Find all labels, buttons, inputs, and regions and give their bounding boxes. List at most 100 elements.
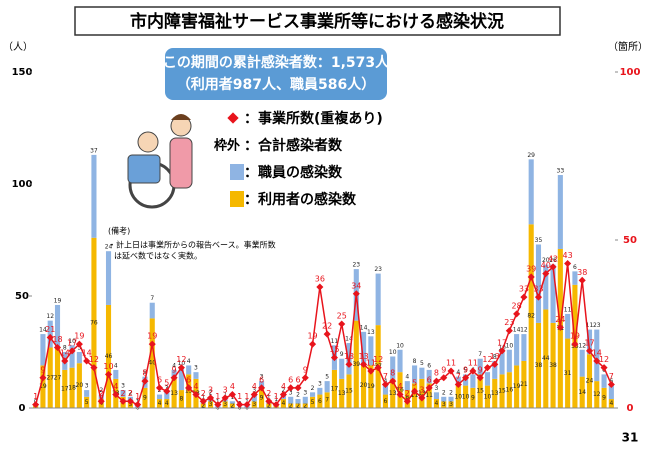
data-label: 9 [172,365,177,374]
line-marker [505,327,513,335]
bar-segment [178,367,184,391]
illustration [127,114,193,209]
data-label: 7 [609,372,614,381]
data-label: 13 [367,329,375,336]
bar-segment [426,369,432,384]
data-label: 17 [67,338,77,347]
data-label: 23 [504,318,514,327]
data-label: 5 [325,374,329,381]
line-marker [411,387,419,395]
data-label: 8 [142,369,147,378]
bar-segment [76,352,82,364]
bar-segment [91,237,97,408]
data-label: 1 [267,394,271,401]
data-label: 4 [282,400,286,407]
data-label: 1 [244,392,249,401]
bar-segment [543,309,549,408]
data-label: 5 [77,345,81,352]
data-label: 4 [252,382,257,391]
data-label: 33 [533,285,543,294]
data-label: 14 [345,336,353,343]
bar-segment [375,273,381,326]
data-label: 10 [68,338,76,345]
data-label: 2 [311,385,315,392]
data-label: 1 [237,392,242,401]
data-label: 5 [311,399,315,406]
data-label: 33 [557,168,565,175]
data-label: 3 [442,401,446,408]
bar-segment [317,387,323,395]
data-label: 1 [33,392,38,401]
data-label: 3 [289,389,293,396]
data-label: 13 [170,390,178,397]
bar-segment [295,399,301,404]
legend-swatch [230,191,244,207]
data-label: 21 [520,381,528,388]
bar-segment [601,374,607,388]
bar-segment [98,394,104,400]
bar-segment [339,378,345,408]
data-label: 9 [478,365,483,374]
bar-segment [164,399,170,408]
data-label: 6 [318,398,322,405]
data-label: 4 [281,382,286,391]
data-label: 17 [331,385,339,392]
data-label: 1 [135,392,140,401]
data-label: 3 [318,380,322,387]
data-label: 9 [463,365,468,374]
line-marker [294,384,302,392]
data-label: 4 [435,400,439,407]
line-marker [250,391,258,399]
plot: 1019142712271917818102055376374246241345… [32,147,615,412]
data-label: 23 [374,266,382,273]
line-marker [527,273,535,281]
bar-segment [353,320,359,408]
data-label: 5 [464,367,468,374]
line-marker [61,357,69,365]
line-marker [534,293,543,301]
bar-segment [62,369,68,408]
line-marker [607,380,615,389]
bar-segment [550,264,556,323]
data-label: 23 [352,262,360,269]
data-label: 4 [397,382,402,391]
legend-label: ：事業所数(重複あり) [244,110,383,127]
data-label: 15 [345,388,353,395]
line-marker [330,354,338,362]
line-marker [214,401,222,409]
data-label: 38 [535,362,543,369]
data-label: 12 [593,391,601,398]
data-label: 9 [441,365,446,374]
data-label: 39 [352,361,360,368]
data-label: 8 [493,353,497,360]
data-label: 1 [215,392,220,401]
y-tick-label: 100 [12,179,33,190]
line-marker [192,391,200,399]
data-label: 17 [584,338,594,347]
bar-segment [484,372,491,386]
data-label: 2 [267,402,271,409]
data-label: 15 [476,388,484,395]
data-label: 2 [121,389,126,398]
line-marker [345,360,353,368]
bar-segment [171,378,177,408]
data-label: 19 [307,332,317,341]
bar-segment [441,396,447,402]
bar-segment [310,392,316,397]
line-marker [163,387,171,395]
data-label: 3 [121,383,125,390]
bar-segment [397,349,403,373]
data-label: 8 [390,369,395,378]
bar-segment [69,367,75,408]
bar-segment [40,334,46,366]
data-label: 9 [340,351,344,358]
data-label: 7 [478,351,482,358]
line-marker [199,397,207,405]
data-label: 2 [209,389,213,396]
data-label: 4 [609,400,613,407]
data-label: 3 [209,401,213,408]
bar-segment [579,376,585,408]
data-label: 4 [172,362,176,369]
bar-segment [382,385,388,395]
data-label: 5 [85,399,89,406]
